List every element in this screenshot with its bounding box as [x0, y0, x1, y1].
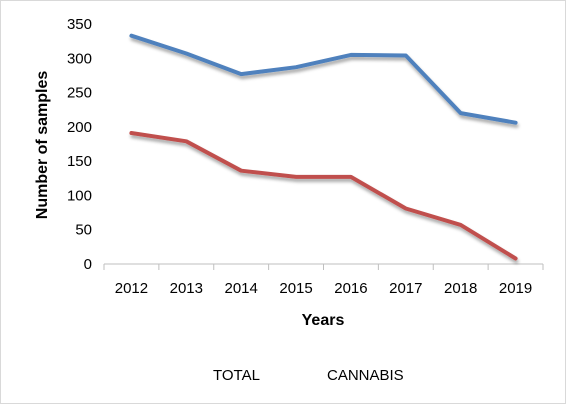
axis-labels: 0 50 100 150 200 250 300 350 2012 2013 2014 2015 201…: [67, 16, 532, 297]
y-tick-label: 50: [75, 222, 92, 239]
y-tick-label: 150: [67, 153, 92, 170]
x-tick-label: 2012: [115, 280, 148, 297]
y-tick-label: 300: [67, 50, 92, 67]
legend: TOTAL CANNABIS: [166, 367, 404, 384]
x-tick-label: 2015: [279, 280, 312, 297]
x-tick-label: 2013: [170, 280, 203, 297]
y-tick-label: 350: [67, 16, 92, 33]
axes: [103, 263, 544, 270]
legend-label-total: TOTAL: [213, 367, 260, 384]
x-tick-label: 2017: [389, 280, 422, 297]
x-axis-title: Years: [302, 312, 345, 329]
y-axis-title: Number of samples: [34, 71, 51, 220]
legend-label-cannabis: CANNABIS: [327, 367, 404, 384]
x-tick-label: 2018: [444, 280, 477, 297]
series-line-total: [129, 33, 518, 125]
y-tick-label: 0: [84, 256, 92, 273]
y-tick-label: 100: [67, 187, 92, 204]
series-line-cannabis: [129, 131, 518, 261]
series-layer: [129, 33, 518, 261]
y-tick-label: 200: [67, 119, 92, 136]
x-tick-label: 2019: [499, 280, 532, 297]
x-tick-label: 2016: [334, 280, 367, 297]
y-tick-label: 250: [67, 85, 92, 102]
x-tick-label: 2014: [225, 280, 258, 297]
